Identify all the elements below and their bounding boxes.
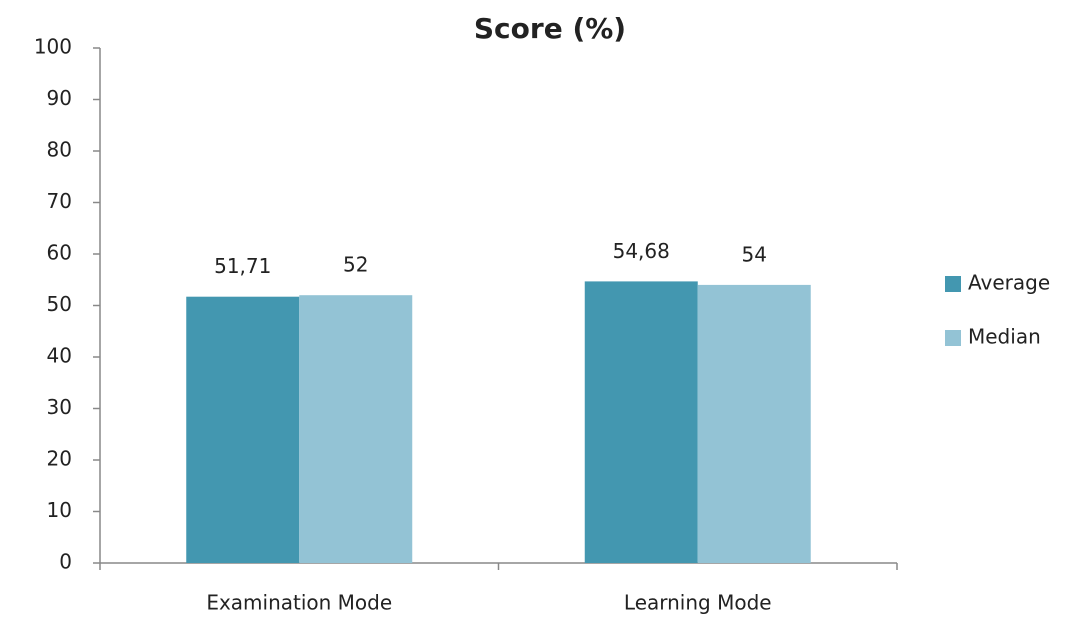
bar [299, 295, 413, 563]
y-tick-label: 50 [47, 292, 72, 316]
y-tick-label: 60 [47, 241, 72, 265]
y-tick-label: 90 [47, 86, 72, 110]
data-label: 52 [343, 253, 368, 277]
y-tick-label: 80 [47, 138, 72, 162]
y-tick-label: 10 [47, 498, 72, 522]
legend-swatch [945, 276, 961, 292]
bar [584, 281, 698, 563]
chart-title: Score (%) [474, 12, 626, 45]
y-tick-label: 70 [47, 189, 72, 213]
data-label: 54 [742, 242, 767, 266]
legend-label: Average [968, 271, 1050, 295]
data-label: 54,68 [613, 239, 670, 263]
legend-label: Median [968, 325, 1041, 349]
y-tick-label: 20 [47, 447, 72, 471]
legend-swatch [945, 330, 961, 346]
bar [697, 284, 811, 563]
y-tick-label: 0 [59, 550, 72, 574]
y-tick-label: 30 [47, 395, 72, 419]
x-tick-label: Learning Mode [624, 591, 772, 615]
data-label: 51,71 [214, 254, 271, 278]
x-tick-label: Examination Mode [206, 591, 392, 615]
y-tick-label: 40 [47, 344, 72, 368]
bar [186, 296, 300, 563]
y-tick-label: 100 [34, 35, 72, 59]
